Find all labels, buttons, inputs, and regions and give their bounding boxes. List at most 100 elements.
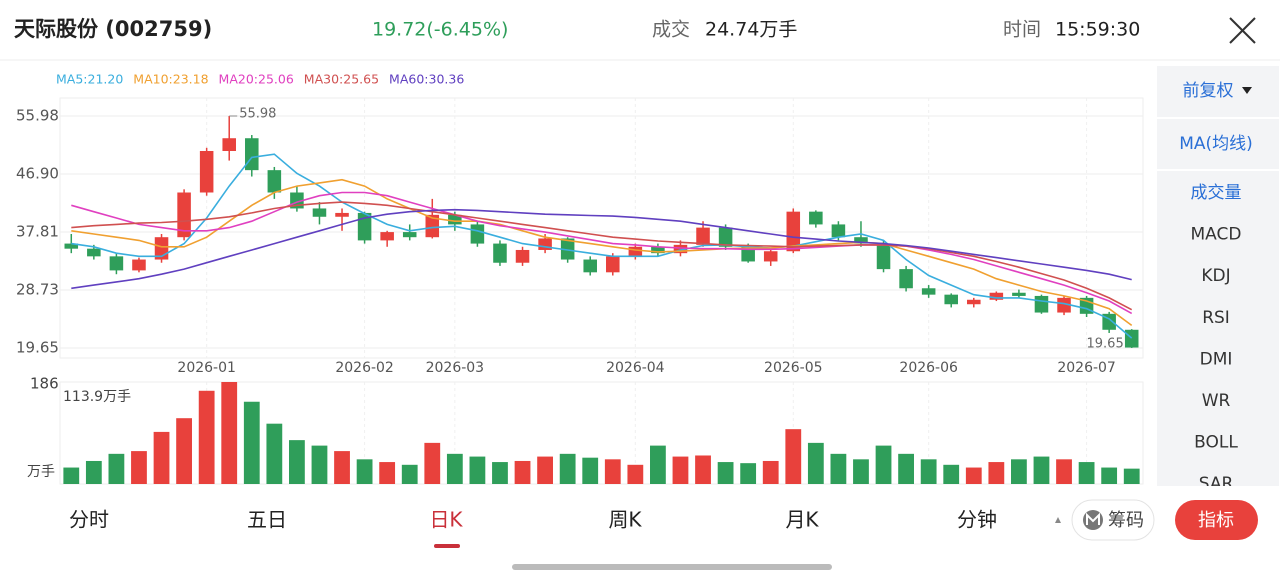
period-tab[interactable]: 周K bbox=[608, 508, 642, 532]
legend-entry: MA5:21.20 bbox=[56, 72, 123, 87]
volume-bar bbox=[446, 453, 463, 484]
volume-bar bbox=[1101, 467, 1118, 484]
indicator-option[interactable]: KDJ bbox=[1201, 266, 1230, 286]
candle-body bbox=[109, 256, 124, 271]
indicator-option[interactable]: WR bbox=[1202, 391, 1231, 411]
volume-bar bbox=[853, 459, 869, 484]
indicator-option[interactable]: MACD bbox=[1191, 225, 1242, 245]
volume-bar bbox=[965, 467, 982, 484]
candle-body bbox=[763, 251, 778, 262]
volume-value: 24.74万手 bbox=[705, 19, 797, 41]
x-tick-label: 2026-02 bbox=[335, 360, 394, 376]
volume-bar bbox=[289, 440, 305, 484]
candle-body bbox=[64, 243, 79, 249]
candle-body bbox=[335, 212, 349, 217]
candle-body bbox=[606, 256, 620, 273]
chips-label: 筹码 bbox=[1108, 510, 1144, 531]
candle-body bbox=[831, 224, 846, 238]
indicators-button[interactable] bbox=[1175, 500, 1258, 540]
candle-body bbox=[312, 208, 327, 217]
candle-body bbox=[651, 246, 665, 254]
period-tab[interactable]: 日K bbox=[429, 508, 463, 532]
ma-line bbox=[71, 153, 1133, 339]
volume-bar bbox=[830, 453, 847, 484]
candle-body bbox=[267, 170, 282, 193]
legend-entry: MA10:23.18 bbox=[133, 72, 208, 87]
candle-body bbox=[245, 138, 259, 171]
volume-bar bbox=[243, 401, 260, 484]
candle-body bbox=[583, 259, 597, 273]
indicators-label: 指标 bbox=[1198, 510, 1234, 531]
sidebar: 前复权 MA(均线) 成交量 MACD KDJ RSI DMI WR BOLL SAR bbox=[1157, 66, 1279, 494]
x-tick-label: 2026-07 bbox=[1057, 360, 1116, 376]
home-indicator bbox=[512, 564, 832, 570]
candle-body bbox=[177, 192, 191, 238]
candle-body bbox=[921, 288, 936, 295]
indicator-option[interactable]: RSI bbox=[1202, 308, 1230, 328]
dropdown-arrow bbox=[1242, 87, 1252, 94]
candle-body bbox=[448, 214, 462, 225]
chips-icon-m bbox=[1086, 512, 1100, 525]
volume-bar bbox=[920, 459, 937, 484]
candle-body bbox=[628, 246, 643, 257]
volume-bar bbox=[1078, 462, 1095, 484]
candle-body bbox=[515, 249, 530, 263]
volume-bar bbox=[1011, 459, 1027, 484]
volume-bar bbox=[514, 460, 531, 484]
volume-bar bbox=[334, 451, 350, 484]
volume-bar bbox=[807, 442, 824, 484]
volume-label: 成交 bbox=[652, 19, 690, 41]
legend-entry: MA20:25.06 bbox=[219, 72, 294, 87]
indicator-option[interactable]: 成交量 bbox=[1191, 183, 1242, 203]
tab-arrow bbox=[1055, 517, 1061, 523]
candle-body bbox=[132, 259, 146, 271]
volume-bar bbox=[401, 464, 418, 484]
period-tab[interactable]: 月K bbox=[785, 508, 819, 532]
indicator-option[interactable]: SAR bbox=[1199, 474, 1234, 494]
indicator-option[interactable]: BOLL bbox=[1194, 433, 1238, 453]
x-tick-label: 2026-06 bbox=[899, 360, 958, 376]
volume-annotation: 113.9万手 bbox=[63, 389, 131, 405]
volume-bar bbox=[1056, 459, 1072, 484]
candle-body bbox=[876, 243, 891, 270]
candle-body bbox=[854, 237, 868, 244]
y-tick-label: 55.98 bbox=[16, 107, 59, 125]
volume-bar bbox=[695, 455, 711, 484]
volume-bar bbox=[988, 462, 1005, 484]
candle-body bbox=[402, 232, 417, 238]
volume-bar bbox=[469, 456, 486, 484]
candle-body bbox=[1124, 329, 1139, 348]
volume-bar bbox=[762, 460, 779, 484]
x-tick-label: 2026-04 bbox=[606, 360, 665, 376]
volume-bar bbox=[604, 459, 621, 484]
candle-body bbox=[967, 299, 981, 305]
close-button[interactable] bbox=[1229, 17, 1256, 44]
price-panel bbox=[59, 97, 1144, 359]
time-value: 15:59:30 bbox=[1055, 19, 1140, 41]
volume-bar bbox=[672, 456, 689, 484]
candle-body bbox=[741, 246, 755, 262]
volume-bar bbox=[198, 390, 215, 484]
candle-body bbox=[1012, 292, 1026, 296]
candle-body bbox=[718, 227, 733, 247]
candle-body bbox=[222, 138, 236, 151]
indicator-option[interactable]: MA(均线) bbox=[1179, 134, 1253, 154]
volume-unit: 万手 bbox=[27, 464, 55, 480]
period-tab[interactable]: 分钟 bbox=[957, 508, 997, 532]
volume-bar bbox=[176, 418, 192, 484]
candle-body bbox=[380, 232, 394, 241]
candle-body bbox=[87, 248, 101, 257]
chips-button[interactable] bbox=[1071, 499, 1155, 541]
y-tick-label: 19.65 bbox=[16, 338, 59, 356]
y-tick-label: 46.90 bbox=[16, 164, 59, 182]
candle-body bbox=[538, 238, 552, 250]
adjust-option[interactable]: 前复权 bbox=[1183, 81, 1234, 101]
period-tab[interactable]: 分时 bbox=[69, 508, 109, 532]
min-label: 19.65 bbox=[1087, 336, 1124, 351]
indicator-option[interactable]: DMI bbox=[1200, 349, 1233, 369]
candle-body bbox=[673, 244, 688, 254]
period-tab[interactable]: 五日 bbox=[247, 508, 287, 532]
candle-body bbox=[944, 294, 958, 305]
volume-bar bbox=[875, 445, 892, 484]
